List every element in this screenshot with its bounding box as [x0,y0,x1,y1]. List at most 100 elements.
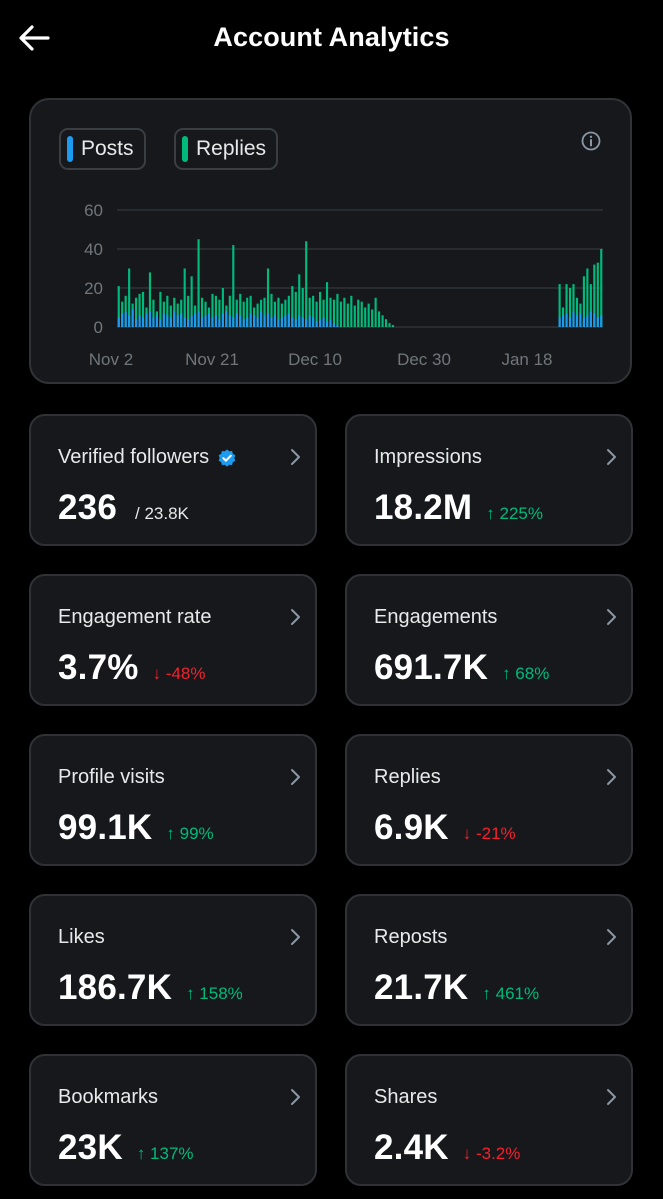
posts-bar [162,313,165,327]
replies-bar [138,293,141,327]
metric-value-row: 236 / 23.8K [58,488,189,528]
chevron-right-icon [607,929,616,945]
replies-bar [273,301,277,327]
metric-card-engagements[interactable]: Engagements 691.7K ↑ 68% [345,574,633,706]
replies-bar [371,309,374,327]
chevron-right-icon [291,1089,300,1105]
posts-bar [336,325,339,327]
metric-value: 2.4K [374,1128,449,1167]
metric-label-text: Impressions [374,446,482,468]
posts-bar [152,317,155,327]
metric-card-reposts[interactable]: Reposts 21.7K ↑ 461% [345,894,633,1026]
info-icon[interactable] [580,130,602,152]
replies-bar [141,291,145,327]
metric-card-profile-visits[interactable]: Profile visits 99.1K ↑ 99% [29,734,317,866]
posts-bar [242,319,245,327]
posts-bar [204,315,207,327]
replies-bar [384,319,388,327]
replies-bar [391,325,395,327]
arrow-left-icon [19,25,50,51]
posts-bar [166,315,169,327]
metric-label: Reposts [374,926,447,949]
replies-bar [270,293,273,327]
replies-bar [378,311,381,327]
metric-value: 236 [58,488,117,527]
posts-bar [135,319,138,327]
replies-bar [204,301,207,327]
replies-bar [305,241,308,327]
posts-bar [273,315,277,327]
metric-label-text: Reposts [374,926,448,948]
replies-bar [228,295,231,327]
replies-bar [336,293,339,327]
metric-value-row: 99.1K ↑ 99% [58,808,214,848]
metric-label-text: Engagement rate [58,606,212,628]
metric-card-impressions[interactable]: Impressions 18.2M ↑ 225% [345,414,633,546]
replies-bar [568,288,572,327]
replies-bar [249,295,252,327]
replies-bar [246,297,249,327]
replies-bar [572,284,575,327]
posts-bar [305,319,308,327]
posts-bar [596,317,599,327]
replies-bar [339,301,342,327]
metric-card-bookmarks[interactable]: Bookmarks 23K ↑ 137% [29,1054,317,1186]
posts-bar [284,315,287,327]
posts-bar [155,315,158,327]
x-tick-label: Dec 30 [397,350,451,369]
replies-bar [190,276,193,327]
back-button[interactable] [14,20,54,56]
metric-label: Engagement rate [58,606,211,629]
metric-card-replies[interactable]: Replies 6.9K ↓ -21% [345,734,633,866]
posts-bar [197,311,200,327]
legend-posts[interactable]: Posts [59,128,146,170]
replies-bar [329,297,332,327]
metric-value: 3.7% [58,648,139,687]
replies-bar [294,291,297,327]
metric-value: 6.9K [374,808,449,847]
replies-bar [148,272,152,327]
metric-value: 691.7K [374,648,489,687]
metric-value-row: 6.9K ↓ -21% [374,808,516,848]
posts-bar [194,313,197,327]
posts-bar [568,317,572,327]
metric-label: Bookmarks [58,1086,158,1109]
replies-bar [284,299,287,327]
replies-bar [128,268,131,327]
replies-bar [350,295,353,327]
replies-bar [242,301,245,327]
replies-bar [256,303,259,327]
replies-bar [593,264,596,327]
replies-bar [263,297,266,327]
posts-bar [294,319,297,327]
metric-card-likes[interactable]: Likes 186.7K ↑ 158% [29,894,317,1026]
posts-bar [287,313,290,327]
metric-card-verified-followers[interactable]: Verified followers 236 / 23.8K [29,414,317,546]
replies-bar [135,297,138,327]
posts-bar [259,311,263,327]
page-title: Account Analytics [213,22,450,52]
metric-value-row: 3.7% ↓ -48% [58,648,206,688]
legend-replies[interactable]: Replies [174,128,279,170]
replies-bar [232,245,235,327]
posts-bar [173,311,176,327]
metric-value: 21.7K [374,968,469,1007]
posts-bar [256,317,259,327]
replies-bar [239,293,242,327]
replies-bar [169,305,172,327]
metric-delta: ↑ 158% [186,984,243,1003]
posts-bar [228,315,231,327]
posts-bar [579,313,582,327]
chevron-right-icon [607,769,616,785]
posts-bar [239,315,242,327]
metric-label-text: Bookmarks [58,1086,159,1108]
metric-card-shares[interactable]: Shares 2.4K ↓ -3.2% [345,1054,633,1186]
chevron-right-icon [607,1089,616,1105]
replies-bar [214,295,218,327]
metric-label-text: Engagements [374,606,498,628]
metric-card-engagement-rate[interactable]: Engagement rate 3.7% ↓ -48% [29,574,317,706]
metric-value-row: 23K ↑ 137% [58,1128,194,1168]
header: Account Analytics [0,0,663,78]
posts-bar [312,317,315,327]
posts-bar [232,317,235,327]
